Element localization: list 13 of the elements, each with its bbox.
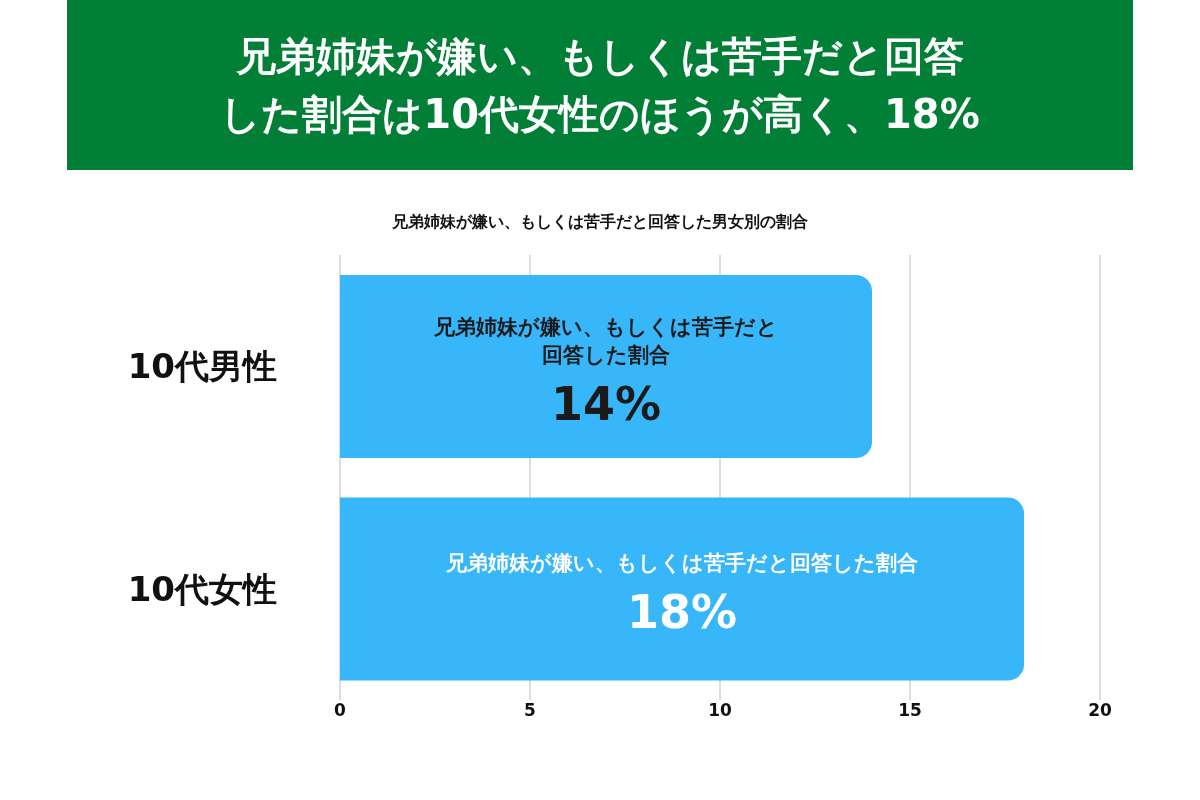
data-label: 14%: [550, 376, 662, 431]
x-tick-label: 20: [1088, 700, 1112, 720]
y-tick-label: 10代女性: [127, 568, 277, 609]
annotation: 兄弟姉妹が嫌い、もしくは苦手だと回答した割合: [445, 551, 918, 575]
y-tick-label: 10代男性: [127, 346, 277, 387]
x-tick-label: 5: [524, 700, 536, 720]
data-label: 18%: [626, 585, 738, 639]
x-tick-label: 10: [708, 700, 732, 720]
x-tick-label: 15: [898, 700, 922, 720]
chart-subtitle: 兄弟姉妹が嫌い、もしくは苦手だと回答した男女別の割合: [391, 211, 809, 233]
annotation: 兄弟姉妹が嫌い、もしくは苦手だと回答した割合: [433, 314, 778, 367]
x-tick-label: 0: [334, 700, 347, 720]
chart-title: 兄弟姉妹が嫌い、もしくは苦手だと回答した割合は10代女性のほうが高く、18%: [219, 32, 981, 139]
